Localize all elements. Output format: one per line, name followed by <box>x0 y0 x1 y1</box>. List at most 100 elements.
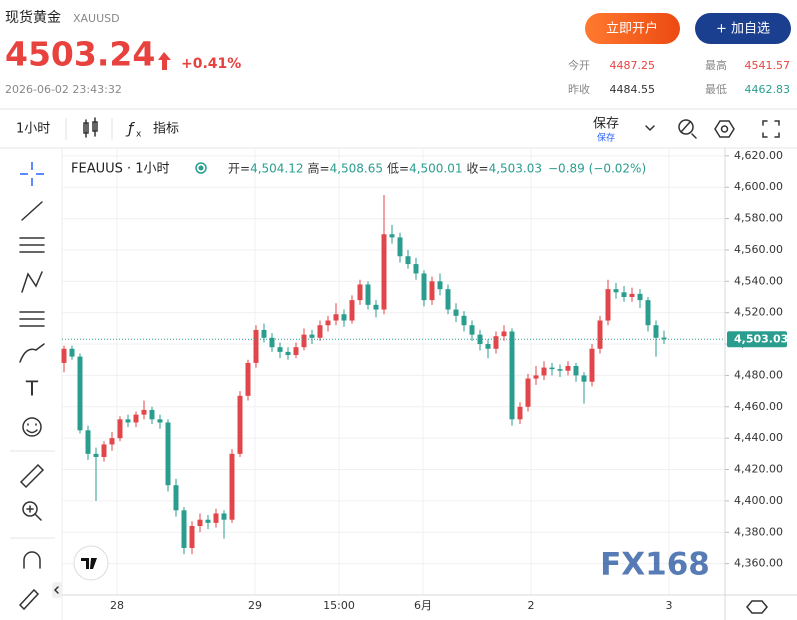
candle-body <box>613 289 619 293</box>
candle-body <box>261 329 267 338</box>
y-tick-label: 4,460.00 <box>734 400 783 413</box>
candle-body <box>421 273 427 301</box>
open-account-button[interactable]: 立即开户 <box>585 13 680 44</box>
fx-icon: ƒ <box>125 120 135 138</box>
candle-body <box>325 320 331 326</box>
y-tick-label: 4,560.00 <box>734 243 783 256</box>
candle-body <box>597 320 603 349</box>
settings-button[interactable] <box>714 120 735 138</box>
candle-body <box>301 334 307 348</box>
candle-body <box>621 292 627 297</box>
y-tick-label: 4,380.00 <box>734 525 783 538</box>
candle-body <box>405 256 411 265</box>
stat-label: 最低 <box>705 83 727 96</box>
candle-body <box>317 325 323 338</box>
brush-tool[interactable] <box>19 343 45 363</box>
candle-body <box>461 315 467 326</box>
y-tick-label: 4,360.00 <box>734 557 783 570</box>
crosshair-tool[interactable] <box>20 162 44 186</box>
axis-settings[interactable] <box>746 600 768 614</box>
candle-body <box>469 325 475 335</box>
candle-body <box>197 519 203 526</box>
candle-body <box>637 293 643 301</box>
button-bg <box>585 13 680 44</box>
candle-body <box>549 367 555 370</box>
candle-body <box>173 485 179 511</box>
stat-value: 4487.25 <box>610 59 656 72</box>
candle-body <box>117 419 123 439</box>
interval[interactable]: 1小时 <box>16 122 50 137</box>
chevron[interactable] <box>645 125 655 132</box>
fib-tool[interactable] <box>19 237 45 253</box>
candle-body <box>245 362 251 396</box>
y-tick-label: 4,420.00 <box>734 463 783 476</box>
y-tick-label: 4,520.00 <box>734 306 783 319</box>
line-tool[interactable] <box>21 201 43 221</box>
stat-value: 4462.83 <box>745 83 791 96</box>
candle-body <box>525 378 531 407</box>
y-tick-label: 4,440.00 <box>734 431 783 444</box>
candle-body <box>349 300 355 321</box>
candle-body <box>413 264 419 274</box>
candle-body <box>541 367 547 376</box>
icon <box>720 125 729 133</box>
candle-body <box>389 234 395 238</box>
change: +0.41% <box>181 56 241 72</box>
watchlist-button[interactable]: + 加自选 <box>695 13 791 44</box>
candle-body <box>437 281 443 290</box>
fullscreen-button[interactable] <box>762 120 780 138</box>
timestamp: 2026-06-02 23:43:32 <box>5 83 122 96</box>
candle-body <box>533 375 539 379</box>
pattern-tool[interactable] <box>21 271 43 293</box>
candle-body <box>165 422 171 486</box>
candle-body <box>221 513 227 520</box>
zoom-tool[interactable] <box>22 501 38 517</box>
candle-body <box>365 284 371 305</box>
status-dot <box>198 165 204 171</box>
candle-body <box>77 356 83 431</box>
candle-body <box>341 314 347 321</box>
save[interactable]: 保存 <box>593 117 619 132</box>
x-tick-label: 3 <box>666 599 673 612</box>
stat-value: 4484.55 <box>610 83 656 96</box>
candle-body <box>229 453 235 520</box>
y-tick-label: 4,400.00 <box>734 494 783 507</box>
candle-body <box>557 369 563 371</box>
magnet-tool[interactable] <box>23 551 41 569</box>
x-tick-label: 2 <box>528 599 535 612</box>
projection-tool[interactable] <box>19 311 45 327</box>
candle-body <box>269 337 275 348</box>
candle-body <box>453 309 459 316</box>
candle-body <box>181 510 187 548</box>
text-tool[interactable]: T <box>25 377 39 401</box>
emoji-tool[interactable] <box>22 417 42 437</box>
candle-body <box>141 409 147 415</box>
ruler-tool[interactable] <box>19 463 45 489</box>
watermark: FX168 <box>600 547 710 583</box>
alert-button[interactable] <box>678 119 697 139</box>
chart-type-button[interactable] <box>83 117 98 138</box>
candle-body <box>61 348 67 363</box>
indicators[interactable]: 指标 <box>153 122 179 137</box>
x-tick-label: 6月 <box>414 599 432 612</box>
collapse-button[interactable] <box>52 582 62 598</box>
candle-body <box>333 314 339 321</box>
y-tick-label: 4,480.00 <box>734 368 783 381</box>
last-price-tag <box>727 331 787 348</box>
price: 4503.24 <box>5 35 155 74</box>
drawing-tools: T <box>10 162 55 611</box>
candles <box>61 195 667 555</box>
pencil-tool[interactable] <box>18 588 40 611</box>
fx-icon: x <box>136 130 142 140</box>
candle-body <box>493 336 499 349</box>
candle-body <box>101 444 107 457</box>
candle-body <box>509 331 515 420</box>
legend: 开= 4,504.12 高= 4,508.65 低= 4,500.01 收= 4,503.03… <box>228 161 646 176</box>
candle-body <box>109 438 115 445</box>
candle-body <box>605 289 611 321</box>
y-tick-label: 4,620.00 <box>734 149 783 162</box>
candle-body <box>277 347 283 352</box>
stat-label: 昨收 <box>568 82 590 96</box>
stat-label: 今开 <box>568 58 590 72</box>
candle-body <box>285 351 291 356</box>
